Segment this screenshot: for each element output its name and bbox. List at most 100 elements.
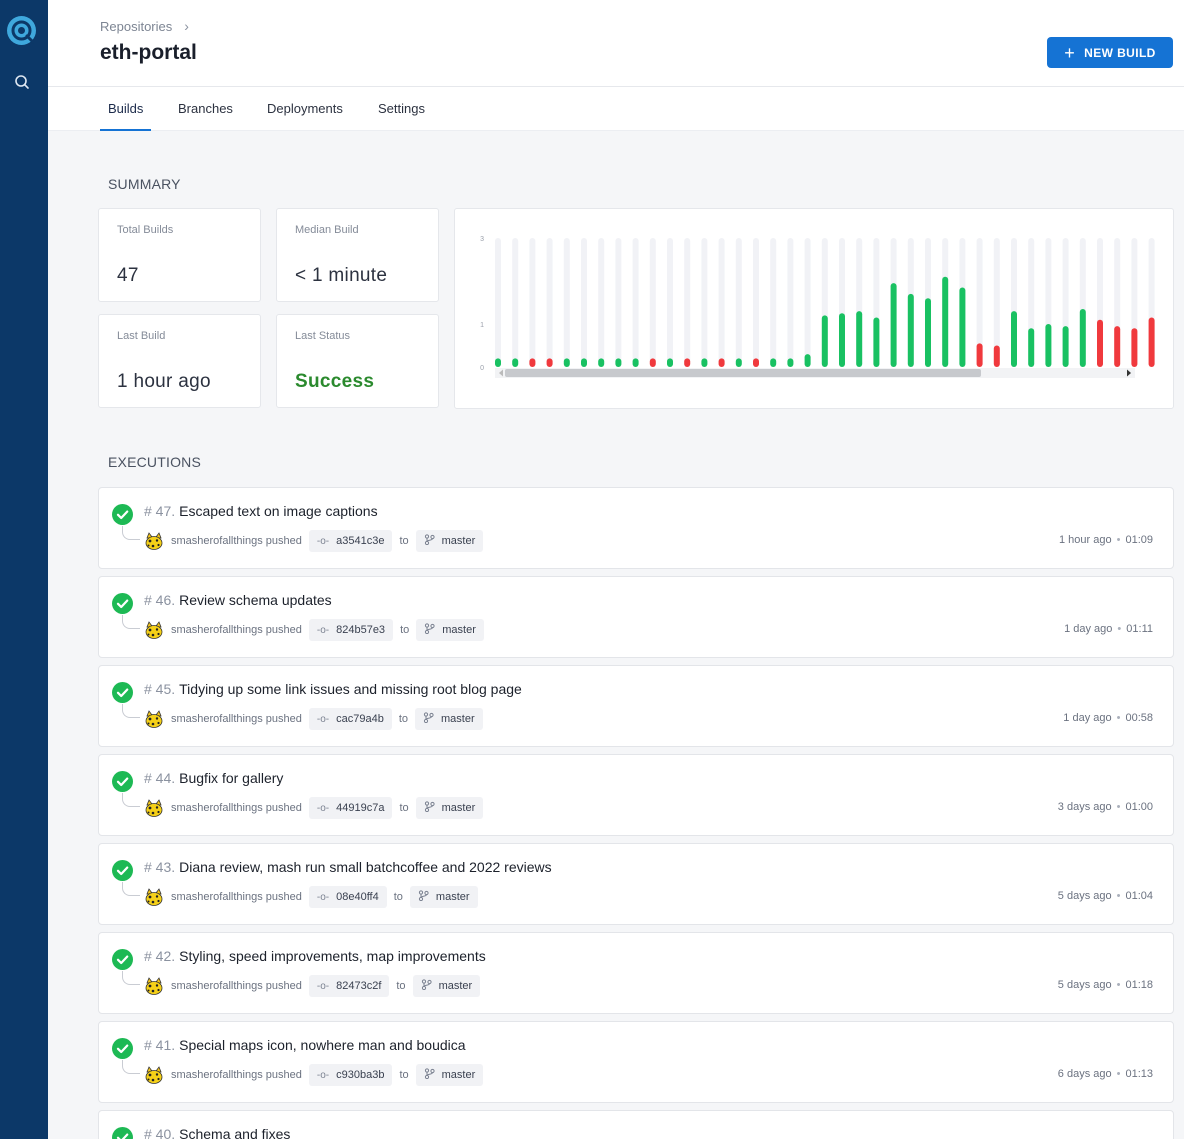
chart-bar[interactable] [1079,308,1086,367]
branch-icon [421,979,432,993]
chart-bar[interactable] [925,298,931,367]
duration: 00:58 [1125,712,1153,724]
chart-bar[interactable] [787,358,794,367]
branch-pill[interactable]: master [412,975,481,997]
chart-bar[interactable] [1028,328,1035,367]
chart-bar[interactable] [976,343,983,367]
chart-bar[interactable] [1045,324,1052,367]
app-logo-icon[interactable] [7,16,36,45]
chart-bar[interactable] [1131,328,1138,367]
execution-title[interactable]: # 44. Bugfix for gallery [144,770,283,786]
chart-bar[interactable] [495,358,501,367]
chart-bar[interactable] [770,358,777,367]
execution-row[interactable]: # 45. Tidying up some link issues and mis… [98,665,1174,747]
branch-pill[interactable]: master [409,886,478,908]
scroll-left-arrow-icon[interactable] [499,369,503,377]
breadcrumb-repositories-link[interactable]: Repositories [100,18,173,34]
chart-bar[interactable] [1062,326,1069,367]
chart-bar[interactable] [873,317,880,367]
chart-bar-track [512,238,519,367]
chart-bar[interactable] [959,287,966,367]
chart-bar[interactable] [667,358,673,367]
chart-bar[interactable] [615,358,622,367]
execution-row[interactable]: # 46. Review schema updates smasherofallth… [98,576,1174,658]
chart-bar[interactable] [546,358,553,367]
chart-bar[interactable] [649,358,656,367]
chart-bar[interactable] [512,358,519,367]
chart-bar[interactable] [753,358,759,367]
stat-value: 1 hour ago [117,371,211,392]
execution-title[interactable]: # 43. Diana review, mash run small batchc… [144,859,552,875]
chart-bar[interactable] [1148,317,1155,367]
commit-sha-pill[interactable]: -o- 44919c7a [308,797,393,819]
chart-bar[interactable] [529,358,536,367]
scroll-right-arrow-icon[interactable] [1127,369,1131,377]
commit-sha-pill[interactable]: -o- 824b57e3 [308,619,394,641]
chart-scrollbar-thumb[interactable] [505,369,981,377]
branch-name: master [441,1069,476,1081]
execution-row[interactable]: # 47. Escaped text on image captions smash… [98,487,1174,569]
build-number: # 43. [144,859,176,875]
chart-bar[interactable] [735,358,742,367]
chart-bar[interactable] [942,276,949,367]
plus-icon: + [1064,42,1076,63]
execution-title[interactable]: # 46. Review schema updates [144,592,332,608]
push-action: pushed [265,891,302,903]
chart-bar[interactable] [1011,311,1017,367]
commit-sha-pill[interactable]: -o-a3541c3e [308,530,393,552]
chart-bar[interactable] [632,358,639,367]
branch-pill[interactable]: master [415,797,484,819]
execution-row[interactable]: # 40. Schema and fixes [98,1110,1174,1139]
chart-bar[interactable] [701,358,708,367]
chart-bar[interactable] [684,358,691,367]
execution-row[interactable]: # 41. Special maps icon, nowhere man and … [98,1021,1174,1103]
commit-sha-pill[interactable]: -o- 82473c2f [308,975,390,997]
commit-sha: a3541c3e [336,535,385,547]
tab-branches[interactable]: Branches [178,101,233,116]
execution-title[interactable]: # 41. Special maps icon, nowhere man and … [144,1037,466,1053]
tab-builds[interactable]: Builds [100,87,152,131]
execution-row[interactable]: # 44. Bugfix for gallery smasherofallthing… [98,754,1174,836]
stat-label: Total Builds [117,224,174,236]
tab-deployments[interactable]: Deployments [267,101,343,116]
duration: 01:18 [1125,979,1153,991]
chart-bar[interactable] [839,313,845,367]
execution-row[interactable]: # 42. Styling, speed improvements, map im… [98,932,1174,1014]
branch-pill[interactable]: master [415,708,483,730]
branch-pill[interactable]: master [415,1064,484,1086]
execution-row[interactable]: # 43. Diana review, mash run small batchc… [98,843,1174,925]
push-action: pushed [265,535,302,547]
chart-bar[interactable] [1097,319,1103,367]
chart-svg: 3 1 0 [480,236,1155,378]
execution-title[interactable]: # 40. Schema and fixes [144,1126,290,1139]
chart-bar[interactable] [993,345,1000,368]
commit-sha-pill[interactable]: -o-c930ba3b [308,1064,393,1086]
execution-title[interactable]: # 42. Styling, speed improvements, map im… [144,948,486,964]
execution-title[interactable]: # 45. Tidying up some link issues and mis… [144,681,522,697]
chart-bar-track [615,238,622,367]
chart-bar[interactable] [890,283,897,367]
commit-sha-pill[interactable]: -o- 08e40ff4 [308,886,387,908]
tab-settings[interactable]: Settings [378,101,425,116]
chart-bar[interactable] [1114,326,1121,367]
chart-bar[interactable] [804,354,811,367]
commit-icon: -o- [316,535,330,547]
execution-title[interactable]: # 47. Escaped text on image captions [144,503,378,519]
new-build-button[interactable]: + NEW BUILD [1047,37,1173,68]
branch-pill[interactable]: master [415,530,484,552]
success-check-icon [112,771,133,792]
search-icon[interactable] [13,73,31,91]
chart-bar[interactable] [821,315,828,367]
execution-meta: smasherofallthings pushed -o-a3541c3e to ma… [144,530,490,552]
avatar [145,532,163,550]
branch-pill[interactable]: master [416,619,484,641]
chart-bar[interactable] [581,358,587,367]
chart-bar[interactable] [718,358,725,367]
page-header: Repositories › eth-portal + NEW BUILD [48,0,1184,87]
commit-sha-pill[interactable]: -o-cac79a4b [308,708,392,730]
chart-bar[interactable] [907,293,914,367]
chart-bar[interactable] [598,358,605,367]
chart-bar-track [770,238,777,367]
chart-bar[interactable] [563,358,570,367]
chart-bar[interactable] [856,311,863,367]
